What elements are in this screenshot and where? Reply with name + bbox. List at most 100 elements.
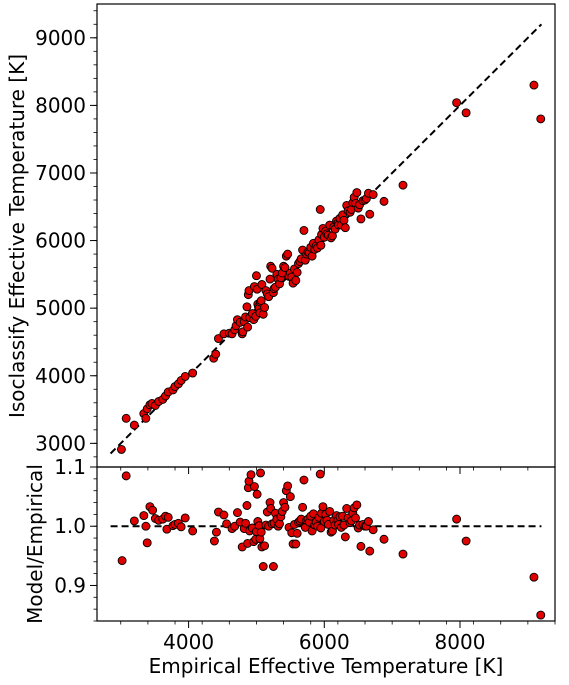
bottom-data-point bbox=[398, 549, 408, 559]
bottom-data-point bbox=[291, 539, 301, 549]
top-data-point bbox=[536, 114, 546, 124]
bottom-data-point bbox=[529, 572, 539, 582]
top-y-tick-label: 4000 bbox=[35, 364, 86, 388]
x-axis-label: Empirical Effective Temperature [K] bbox=[149, 654, 504, 678]
bottom-axes-frame bbox=[96, 466, 556, 622]
bottom-data-point bbox=[315, 469, 325, 479]
top-y-tick-label: 5000 bbox=[35, 296, 86, 320]
bottom-data-point bbox=[298, 502, 308, 512]
bottom-data-point bbox=[241, 518, 251, 528]
top-data-point bbox=[211, 349, 221, 359]
bottom-data-point bbox=[246, 470, 256, 480]
bottom-y-tick-label: 1.0 bbox=[54, 514, 86, 538]
bottom-data-point bbox=[363, 517, 373, 526]
top-data-point bbox=[292, 267, 302, 277]
bottom-data-point bbox=[318, 502, 328, 512]
top-data-point bbox=[356, 214, 366, 224]
top-data-point bbox=[291, 275, 301, 285]
x-tick-label: 6000 bbox=[299, 630, 350, 654]
top-y-tick-label: 7000 bbox=[35, 161, 86, 185]
bottom-data-point bbox=[536, 610, 546, 620]
bottom-data-point bbox=[352, 500, 362, 510]
top-data-point bbox=[299, 225, 309, 235]
top-data-point bbox=[242, 302, 252, 312]
bottom-data-point bbox=[117, 556, 127, 566]
bottom-data-point bbox=[356, 541, 366, 551]
bottom-data-point bbox=[256, 527, 266, 537]
top-data-point bbox=[283, 249, 293, 259]
bottom-data-point bbox=[249, 482, 259, 491]
top-y-tick-label: 3000 bbox=[35, 431, 86, 455]
top-scatter-panel: 3000 4000 5000 6000 7000 8000 9000 bbox=[35, 3, 556, 474]
top-data-point bbox=[267, 263, 277, 273]
bottom-data-point bbox=[129, 516, 139, 526]
bottom-data-point bbox=[461, 536, 471, 546]
bottom-data-point bbox=[285, 492, 295, 502]
top-data-point bbox=[452, 98, 462, 108]
bottom-data-point bbox=[148, 505, 158, 515]
bottom-data-point bbox=[325, 506, 335, 516]
bottom-data-point bbox=[275, 519, 284, 529]
top-data-point bbox=[461, 108, 471, 118]
bottom-data-point bbox=[176, 522, 186, 532]
x-tick-label: 4000 bbox=[163, 630, 214, 654]
top-data-point bbox=[529, 80, 539, 90]
top-data-point bbox=[368, 190, 378, 200]
top-data-point bbox=[340, 223, 350, 233]
bottom-data-point bbox=[211, 527, 221, 537]
bottom-data-point bbox=[452, 514, 462, 524]
top-data-point bbox=[316, 240, 326, 250]
bottom-data-point bbox=[142, 538, 152, 548]
bottom-y-axis-label: Model/Empirical bbox=[23, 464, 47, 624]
bottom-data-point bbox=[256, 468, 265, 478]
top-data-point bbox=[188, 368, 198, 378]
bottom-y-tick-label: 1.1 bbox=[54, 455, 86, 479]
bottom-data-point bbox=[233, 508, 242, 518]
bottom-data-point bbox=[260, 541, 270, 551]
top-data-point bbox=[129, 420, 139, 430]
bottom-data-point bbox=[209, 536, 219, 546]
bottom-data-point bbox=[258, 562, 268, 571]
top-data-point bbox=[243, 322, 253, 332]
top-data-point bbox=[398, 180, 408, 190]
top-data-point bbox=[257, 280, 267, 289]
bottom-data-point bbox=[368, 525, 378, 535]
bottom-data-point bbox=[351, 513, 360, 523]
top-y-tick-label: 6000 bbox=[35, 229, 86, 253]
bottom-data-point bbox=[141, 521, 151, 531]
top-data-point bbox=[252, 271, 261, 281]
bottom-data-point bbox=[292, 528, 302, 538]
x-tick-label: 8000 bbox=[435, 630, 486, 654]
bottom-data-point bbox=[163, 512, 173, 522]
bottom-data-point bbox=[252, 489, 262, 499]
top-data-point bbox=[352, 188, 362, 198]
bottom-data-point bbox=[121, 471, 131, 481]
top-data-point bbox=[116, 444, 126, 454]
top-data-point bbox=[315, 205, 325, 214]
bottom-data-point bbox=[365, 546, 375, 556]
bottom-data-point bbox=[139, 511, 149, 521]
top-y-tick-label: 9000 bbox=[35, 26, 86, 50]
top-data-point bbox=[379, 196, 389, 206]
top-data-point bbox=[365, 209, 375, 219]
bottom-data-point bbox=[268, 562, 278, 571]
top-y-tick-label: 8000 bbox=[35, 93, 86, 117]
top-data-point bbox=[180, 371, 190, 381]
bottom-data-point bbox=[340, 532, 350, 542]
top-data-point bbox=[121, 413, 131, 423]
bottom-data-point bbox=[180, 513, 190, 523]
bottom-data-point bbox=[219, 510, 229, 520]
bottom-y-tick-label: 0.9 bbox=[54, 573, 86, 597]
top-y-axis-label: Isoclassify Effective Temperature [K] bbox=[5, 54, 29, 418]
top-data-point bbox=[260, 303, 270, 312]
top-data-point bbox=[280, 263, 290, 273]
bottom-data-point bbox=[188, 526, 198, 536]
bottom-data-point bbox=[283, 481, 293, 491]
top-data-point bbox=[141, 413, 151, 423]
bottom-data-point bbox=[299, 475, 309, 485]
bottom-data-point bbox=[242, 501, 252, 510]
bottom-residual-panel: 0.9 1.0 1.1 4000 6000 8000 bbox=[54, 455, 556, 654]
bottom-data-point bbox=[379, 534, 389, 544]
top-data-point bbox=[339, 215, 349, 225]
